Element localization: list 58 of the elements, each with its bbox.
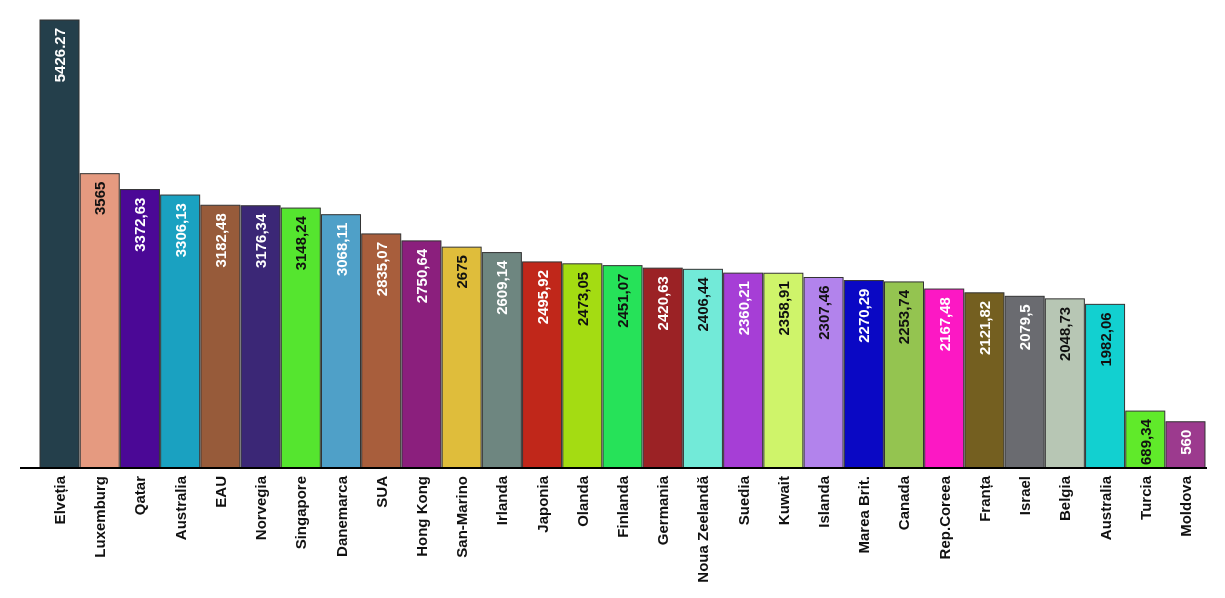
x-tick-label: Singapore [292, 476, 310, 550]
x-tick-label: Finlanda [614, 475, 631, 538]
x-tick-label: Turcia [1136, 475, 1154, 520]
x-tick-label: Suedia [734, 475, 752, 526]
data-label: 2270,29 [855, 288, 873, 343]
x-tick-label: Rep.Coreea [935, 475, 953, 560]
x-tick-label: Danemarca [332, 475, 350, 557]
data-label: 2307,46 [815, 285, 833, 340]
x-tick-label: Australia [1096, 475, 1114, 541]
data-label: 2253,74 [895, 289, 913, 345]
data-label: 2420,63 [654, 276, 672, 331]
x-tick-label: Franța [975, 475, 993, 522]
data-label: 3068,11 [332, 222, 350, 277]
x-tick-label: Islanda [815, 475, 833, 528]
data-label: 3565 [91, 181, 109, 216]
data-label: 2750,64 [412, 248, 430, 304]
x-tick-label: EAU [211, 476, 229, 508]
data-label: 2079,5 [1016, 304, 1034, 351]
x-tick-label: Hong Kong [412, 476, 430, 557]
data-label: 3306,13 [171, 203, 189, 258]
x-tick-label: Elveția [51, 475, 69, 525]
data-label: 2495,92 [533, 269, 551, 325]
data-label: 2358,91 [774, 281, 792, 336]
data-label: 2121,82 [975, 300, 993, 356]
x-tick-label: Belgia [1056, 475, 1074, 522]
data-label: 2451,07 [614, 273, 631, 328]
x-tick-label: SUA [372, 475, 390, 508]
x-tick-label: Israel [1016, 476, 1034, 516]
data-label: 2675 [453, 255, 471, 289]
data-label: 3182,48 [211, 213, 229, 268]
x-tick-label: Germania [654, 475, 672, 546]
data-label: 1982,06 [1096, 312, 1114, 367]
data-label: 2048,73 [1056, 306, 1074, 362]
data-label: 2835,07 [372, 241, 390, 297]
data-label: 3176,34 [252, 213, 270, 268]
x-tick-label: Irlanda [493, 475, 511, 526]
data-label: 2360,21 [734, 281, 752, 336]
data-label: 3148,24 [292, 215, 310, 271]
x-tick-label: Australia [171, 475, 189, 541]
x-tick-label: Olanda [573, 475, 591, 527]
data-label: 560 [1176, 429, 1194, 455]
x-tick-label: Kuwait [774, 476, 792, 526]
x-tick-label: Moldova [1176, 475, 1194, 537]
x-tick-label: Noua Zeelandă [694, 475, 712, 583]
x-tick-label: Japonia [533, 475, 551, 533]
x-tick-label: Marea Brit. [855, 476, 873, 554]
data-label: 689,34 [1136, 418, 1154, 465]
x-tick-label: Norvegia [252, 475, 270, 541]
x-tick-label: Luxemburg [91, 476, 109, 558]
data-label: 2406,44 [694, 276, 712, 332]
data-label: 2167,48 [935, 297, 953, 352]
data-label: 5426.27 [51, 28, 69, 83]
data-label: 2609,14 [493, 259, 511, 315]
x-tick-label: Canada [895, 475, 913, 531]
x-tick-label: Qatar [131, 475, 149, 516]
x-tick-label: San-Marino [453, 476, 471, 558]
data-label: 3372,63 [131, 197, 149, 252]
data-label: 2473,05 [573, 271, 591, 327]
